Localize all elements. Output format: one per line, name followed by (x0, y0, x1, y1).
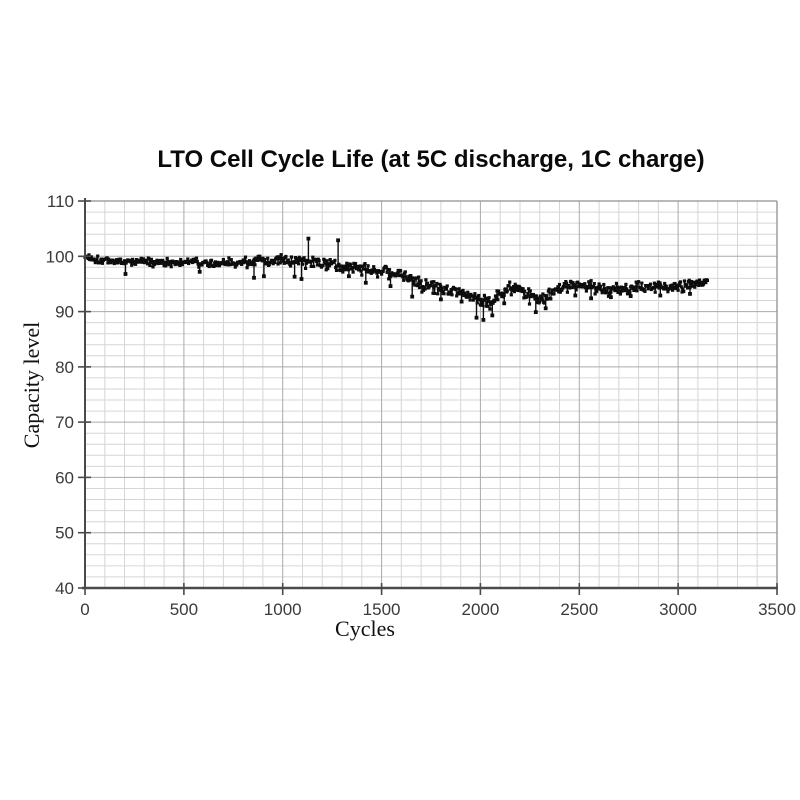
tick-labels: 40 50 60 70 80 90 100 110 0 500 1000 1500 2000 2500 30… (46, 192, 796, 619)
x-tick-label: 2500 (560, 600, 598, 619)
x-axis-label: Cycles (335, 616, 395, 641)
y-tick-label: 90 (55, 303, 74, 322)
axes-frame (78, 198, 778, 595)
y-tick-label: 70 (55, 413, 74, 432)
x-tick-label: 3500 (758, 600, 796, 619)
y-tick-label: 40 (55, 579, 74, 598)
chart-title: LTO Cell Cycle Life (at 5C discharge, 1C… (157, 146, 705, 173)
y-axis-label: Capacity level (19, 321, 44, 449)
y-tick-label: 80 (55, 358, 74, 377)
y-tick-label: 60 (55, 468, 74, 487)
x-tick-label: 1000 (264, 600, 302, 619)
y-tick-label: 50 (55, 524, 74, 543)
x-tick-label: 500 (170, 600, 198, 619)
x-tick-label: 1500 (363, 600, 401, 619)
x-tick-label: 0 (80, 600, 89, 619)
x-tick-label: 2000 (461, 600, 499, 619)
data-series (83, 236, 709, 322)
y-tick-label: 110 (47, 192, 74, 211)
y-tick-label: 100 (46, 247, 74, 266)
x-tick-label: 3000 (659, 600, 697, 619)
